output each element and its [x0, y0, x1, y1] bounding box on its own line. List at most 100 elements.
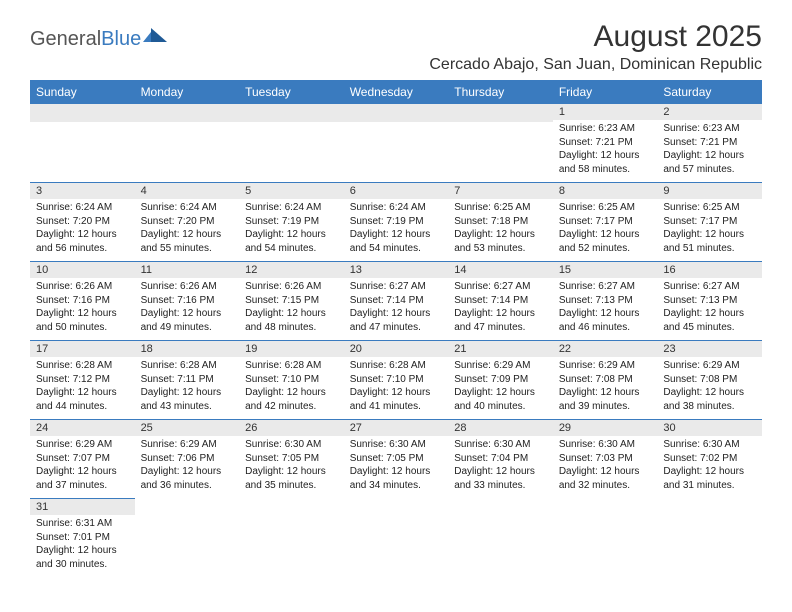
- day-details: Sunrise: 6:30 AMSunset: 7:05 PMDaylight:…: [344, 436, 449, 496]
- sunrise-text: Sunrise: 6:29 AM: [559, 359, 652, 373]
- sunset-text: Sunset: 7:10 PM: [350, 373, 443, 387]
- sunrise-text: Sunrise: 6:24 AM: [245, 201, 338, 215]
- sunset-text: Sunset: 7:17 PM: [663, 215, 756, 229]
- sunset-text: Sunset: 7:12 PM: [36, 373, 129, 387]
- sunset-text: Sunset: 7:10 PM: [245, 373, 338, 387]
- weekday-header: Thursday: [448, 80, 553, 104]
- weekday-header-row: Sunday Monday Tuesday Wednesday Thursday…: [30, 80, 762, 104]
- daylight-text: Daylight: 12 hours and 35 minutes.: [245, 465, 338, 492]
- calendar-cell: 3Sunrise: 6:24 AMSunset: 7:20 PMDaylight…: [30, 183, 135, 262]
- sunset-text: Sunset: 7:15 PM: [245, 294, 338, 308]
- logo-text-blue: Blue: [101, 28, 141, 51]
- day-number: 12: [239, 262, 344, 278]
- day-number: 26: [239, 420, 344, 436]
- day-details: Sunrise: 6:27 AMSunset: 7:13 PMDaylight:…: [553, 278, 658, 338]
- sunset-text: Sunset: 7:08 PM: [663, 373, 756, 387]
- header: GeneralBlue August 2025 Cercado Abajo, S…: [30, 20, 762, 74]
- daylight-text: Daylight: 12 hours and 56 minutes.: [36, 228, 129, 255]
- sunset-text: Sunset: 7:13 PM: [559, 294, 652, 308]
- day-number: 18: [135, 341, 240, 357]
- daylight-text: Daylight: 12 hours and 42 minutes.: [245, 386, 338, 413]
- calendar-cell: 11Sunrise: 6:26 AMSunset: 7:16 PMDayligh…: [135, 262, 240, 341]
- sunrise-text: Sunrise: 6:26 AM: [141, 280, 234, 294]
- calendar-row: 31Sunrise: 6:31 AMSunset: 7:01 PMDayligh…: [30, 499, 762, 578]
- calendar-cell: 12Sunrise: 6:26 AMSunset: 7:15 PMDayligh…: [239, 262, 344, 341]
- day-details: Sunrise: 6:26 AMSunset: 7:15 PMDaylight:…: [239, 278, 344, 338]
- day-number: 14: [448, 262, 553, 278]
- daylight-text: Daylight: 12 hours and 44 minutes.: [36, 386, 129, 413]
- day-number: 28: [448, 420, 553, 436]
- sunrise-text: Sunrise: 6:29 AM: [36, 438, 129, 452]
- weekday-header: Saturday: [657, 80, 762, 104]
- calendar-cell: 10Sunrise: 6:26 AMSunset: 7:16 PMDayligh…: [30, 262, 135, 341]
- sunset-text: Sunset: 7:08 PM: [559, 373, 652, 387]
- sunrise-text: Sunrise: 6:25 AM: [559, 201, 652, 215]
- sunset-text: Sunset: 7:09 PM: [454, 373, 547, 387]
- sunrise-text: Sunrise: 6:29 AM: [663, 359, 756, 373]
- weekday-header: Friday: [553, 80, 658, 104]
- calendar-cell: 2Sunrise: 6:23 AMSunset: 7:21 PMDaylight…: [657, 104, 762, 183]
- calendar-cell: 30Sunrise: 6:30 AMSunset: 7:02 PMDayligh…: [657, 420, 762, 499]
- sunset-text: Sunset: 7:05 PM: [350, 452, 443, 466]
- daylight-text: Daylight: 12 hours and 47 minutes.: [350, 307, 443, 334]
- sunset-text: Sunset: 7:03 PM: [559, 452, 652, 466]
- sunrise-text: Sunrise: 6:27 AM: [350, 280, 443, 294]
- sunset-text: Sunset: 7:16 PM: [141, 294, 234, 308]
- sunset-text: Sunset: 7:07 PM: [36, 452, 129, 466]
- day-details: Sunrise: 6:27 AMSunset: 7:14 PMDaylight:…: [448, 278, 553, 338]
- day-details: Sunrise: 6:30 AMSunset: 7:04 PMDaylight:…: [448, 436, 553, 496]
- daylight-text: Daylight: 12 hours and 34 minutes.: [350, 465, 443, 492]
- day-number: [30, 104, 135, 122]
- day-details: Sunrise: 6:28 AMSunset: 7:10 PMDaylight:…: [239, 357, 344, 417]
- sunset-text: Sunset: 7:14 PM: [454, 294, 547, 308]
- calendar-row: 24Sunrise: 6:29 AMSunset: 7:07 PMDayligh…: [30, 420, 762, 499]
- calendar-cell: [135, 104, 240, 183]
- daylight-text: Daylight: 12 hours and 45 minutes.: [663, 307, 756, 334]
- day-number: 4: [135, 183, 240, 199]
- day-details: Sunrise: 6:23 AMSunset: 7:21 PMDaylight:…: [553, 120, 658, 180]
- day-number: 2: [657, 104, 762, 120]
- logo-text-general: General: [30, 28, 101, 51]
- sunrise-text: Sunrise: 6:26 AM: [36, 280, 129, 294]
- sunrise-text: Sunrise: 6:30 AM: [559, 438, 652, 452]
- daylight-text: Daylight: 12 hours and 50 minutes.: [36, 307, 129, 334]
- day-details: [239, 122, 344, 128]
- daylight-text: Daylight: 12 hours and 32 minutes.: [559, 465, 652, 492]
- day-number: 3: [30, 183, 135, 199]
- month-title: August 2025: [429, 20, 762, 54]
- day-number: 29: [553, 420, 658, 436]
- sunset-text: Sunset: 7:21 PM: [559, 136, 652, 150]
- calendar-cell: 17Sunrise: 6:28 AMSunset: 7:12 PMDayligh…: [30, 341, 135, 420]
- day-details: Sunrise: 6:29 AMSunset: 7:09 PMDaylight:…: [448, 357, 553, 417]
- calendar-cell: [344, 499, 449, 578]
- day-details: Sunrise: 6:27 AMSunset: 7:14 PMDaylight:…: [344, 278, 449, 338]
- daylight-text: Daylight: 12 hours and 46 minutes.: [559, 307, 652, 334]
- calendar-row: 10Sunrise: 6:26 AMSunset: 7:16 PMDayligh…: [30, 262, 762, 341]
- daylight-text: Daylight: 12 hours and 37 minutes.: [36, 465, 129, 492]
- calendar-cell: 4Sunrise: 6:24 AMSunset: 7:20 PMDaylight…: [135, 183, 240, 262]
- daylight-text: Daylight: 12 hours and 53 minutes.: [454, 228, 547, 255]
- calendar-cell: 22Sunrise: 6:29 AMSunset: 7:08 PMDayligh…: [553, 341, 658, 420]
- weekday-header: Wednesday: [344, 80, 449, 104]
- day-number: [135, 104, 240, 122]
- daylight-text: Daylight: 12 hours and 51 minutes.: [663, 228, 756, 255]
- day-number: 6: [344, 183, 449, 199]
- day-number: 24: [30, 420, 135, 436]
- day-number: 8: [553, 183, 658, 199]
- sunrise-text: Sunrise: 6:28 AM: [36, 359, 129, 373]
- calendar-cell: 15Sunrise: 6:27 AMSunset: 7:13 PMDayligh…: [553, 262, 658, 341]
- sunset-text: Sunset: 7:17 PM: [559, 215, 652, 229]
- calendar-cell: 9Sunrise: 6:25 AMSunset: 7:17 PMDaylight…: [657, 183, 762, 262]
- day-number: 23: [657, 341, 762, 357]
- day-details: [135, 122, 240, 128]
- daylight-text: Daylight: 12 hours and 48 minutes.: [245, 307, 338, 334]
- sunrise-text: Sunrise: 6:24 AM: [36, 201, 129, 215]
- sunrise-text: Sunrise: 6:30 AM: [245, 438, 338, 452]
- calendar-cell: 20Sunrise: 6:28 AMSunset: 7:10 PMDayligh…: [344, 341, 449, 420]
- sunrise-text: Sunrise: 6:30 AM: [454, 438, 547, 452]
- daylight-text: Daylight: 12 hours and 40 minutes.: [454, 386, 547, 413]
- daylight-text: Daylight: 12 hours and 38 minutes.: [663, 386, 756, 413]
- sunset-text: Sunset: 7:19 PM: [245, 215, 338, 229]
- weekday-header: Monday: [135, 80, 240, 104]
- day-details: [30, 122, 135, 128]
